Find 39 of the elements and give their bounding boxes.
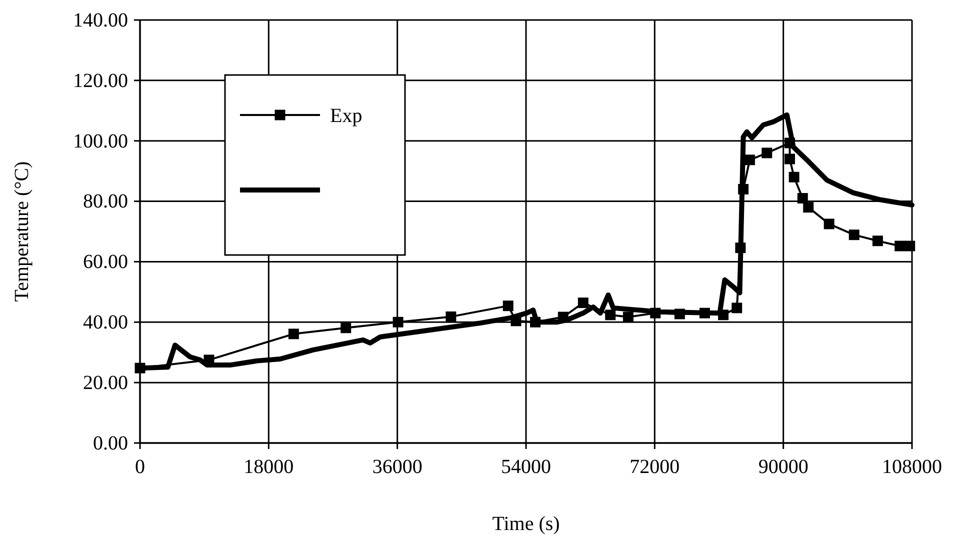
point bbox=[797, 193, 808, 204]
y-tick-label: 140.00 bbox=[73, 9, 128, 32]
point bbox=[502, 300, 514, 312]
y-tick-label: 120.00 bbox=[73, 70, 128, 92]
x-tick-label: 72000 bbox=[630, 456, 680, 478]
point bbox=[340, 322, 352, 334]
point bbox=[605, 310, 616, 320]
x-tick-label: 54000 bbox=[501, 456, 551, 478]
point bbox=[894, 240, 906, 252]
y-axis-title: Temperature (°C) bbox=[11, 161, 33, 302]
y-tick-label: 60.00 bbox=[83, 251, 128, 274]
y-tick-label: 20.00 bbox=[83, 372, 128, 394]
y-tick-label: 40.00 bbox=[83, 312, 128, 334]
y-tick-label: 100.00 bbox=[73, 130, 128, 152]
point bbox=[446, 311, 456, 322]
x-tick-label: 90000 bbox=[758, 456, 808, 478]
point bbox=[622, 312, 634, 322]
y-tick-label: 80.00 bbox=[83, 190, 128, 213]
point bbox=[824, 218, 834, 230]
legend: Exp bbox=[224, 74, 406, 256]
point bbox=[744, 154, 755, 166]
point bbox=[288, 328, 299, 340]
x-tick-label: 18000 bbox=[244, 456, 294, 478]
point bbox=[788, 172, 800, 182]
point bbox=[904, 240, 916, 252]
point bbox=[732, 302, 742, 314]
x-tick-label: 36000 bbox=[372, 456, 422, 478]
x-tick-label: 108000 bbox=[882, 456, 942, 478]
y-tick-label: 0.00 bbox=[93, 432, 128, 454]
point bbox=[803, 202, 814, 213]
point bbox=[578, 298, 588, 308]
x-axis-title: Time (s) bbox=[492, 513, 560, 535]
point bbox=[762, 148, 772, 158]
x-tick-label: 0 bbox=[135, 456, 145, 478]
legend-label: Exp bbox=[330, 105, 362, 127]
point bbox=[392, 316, 404, 328]
point bbox=[848, 230, 860, 240]
point bbox=[872, 236, 883, 246]
point bbox=[784, 154, 796, 164]
